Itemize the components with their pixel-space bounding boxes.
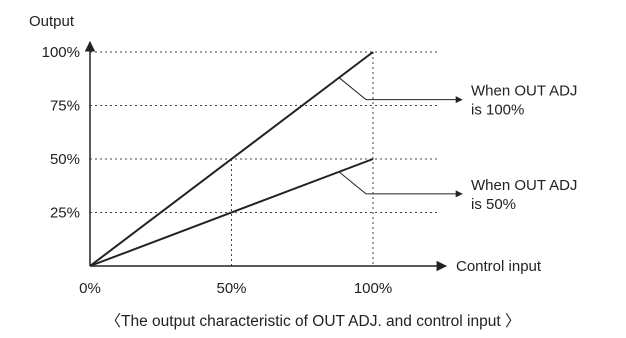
chart-caption: 〈The output characteristic of OUT ADJ. a… — [106, 313, 521, 330]
x-axis-label: Control input — [456, 258, 542, 275]
annotation-line: When OUT ADJ — [471, 83, 577, 100]
x-tick-label: 0% — [79, 280, 101, 297]
x-tick-label: 100% — [354, 280, 392, 297]
y-tick-label: 75% — [50, 98, 80, 115]
series-line — [89, 51, 374, 267]
y-tick-label: 50% — [50, 151, 80, 168]
annotation-leader — [338, 77, 463, 104]
annotation-line: is 50% — [471, 196, 516, 213]
series-annotation-label: When OUT ADJ is 100% — [471, 83, 577, 119]
annotation-leader — [338, 171, 463, 198]
y-axis-label: Output — [29, 13, 75, 30]
series-annotations: When OUT ADJ is 100% When OUT ADJ is 50% — [338, 77, 577, 213]
axes — [84, 40, 448, 272]
y-tick-labels: 25% 50% 75% 100% — [42, 44, 80, 222]
series-line — [89, 158, 374, 267]
grid-lines — [90, 51, 438, 266]
y-tick-label: 100% — [42, 44, 80, 61]
x-tick-labels: 0% 50% 100% — [79, 280, 392, 297]
annotation-line: When OUT ADJ — [471, 177, 577, 194]
x-tick-label: 50% — [216, 280, 246, 297]
y-tick-label: 25% — [50, 205, 80, 222]
series-lines — [89, 51, 374, 267]
series-annotation-label: When OUT ADJ is 50% — [471, 177, 577, 213]
annotation-line: is 100% — [471, 102, 524, 119]
